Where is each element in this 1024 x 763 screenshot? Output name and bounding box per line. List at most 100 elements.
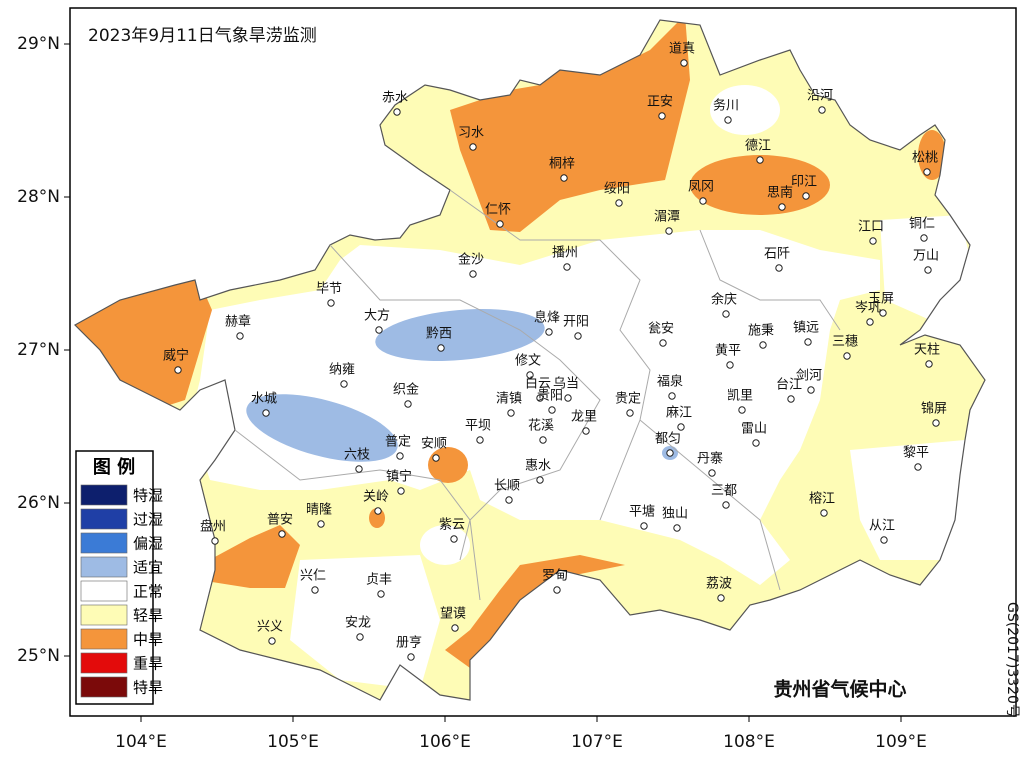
city-label: 福泉 xyxy=(657,374,683,390)
city-marker xyxy=(802,192,810,200)
zone-moderate xyxy=(690,155,830,215)
legend-swatch xyxy=(80,652,128,674)
city-label: 施秉 xyxy=(748,323,774,339)
city-label: 威宁 xyxy=(163,348,189,364)
city-marker xyxy=(278,530,286,538)
city-marker xyxy=(469,143,477,151)
city-marker xyxy=(722,501,730,509)
city-marker xyxy=(640,522,648,530)
city-marker xyxy=(563,263,571,271)
city-marker xyxy=(375,326,383,334)
city-label: 纳雍 xyxy=(329,362,355,378)
legend-title: 图 例 xyxy=(93,456,135,478)
city-marker xyxy=(548,406,556,414)
zone-normal xyxy=(850,440,965,560)
city-marker xyxy=(866,318,874,326)
city-label: 剑河 xyxy=(796,368,822,384)
city-marker xyxy=(843,352,851,360)
y-tick-label: 25°N xyxy=(17,646,60,666)
city-marker xyxy=(268,637,276,645)
boundary xyxy=(329,244,601,601)
city-label: 岑巩 xyxy=(855,301,881,316)
city-marker xyxy=(615,199,623,207)
zone-normal xyxy=(190,230,880,585)
city-marker xyxy=(717,594,725,602)
city-label: 紫云 xyxy=(439,518,465,533)
city-label: 天柱 xyxy=(914,343,940,358)
city-label: 赫章 xyxy=(225,314,251,330)
legend-swatch xyxy=(80,628,128,650)
legend-swatch xyxy=(80,484,128,506)
city-label: 播州 xyxy=(552,246,578,261)
city-marker xyxy=(659,339,667,347)
city-label: 麻江 xyxy=(666,406,692,421)
city-label: 凤冈 xyxy=(688,180,714,195)
city-label: 安顺 xyxy=(421,437,447,452)
legend-label: 重旱 xyxy=(133,655,163,673)
zone-moderate xyxy=(918,130,946,180)
city-label: 水城 xyxy=(251,392,277,407)
city-label: 金沙 xyxy=(458,252,484,268)
legend-label: 中旱 xyxy=(133,631,163,649)
city-marker xyxy=(680,59,688,67)
legend-label: 正常 xyxy=(133,583,163,601)
city-label: 雷山 xyxy=(741,422,767,437)
city-marker xyxy=(574,332,582,340)
boundary xyxy=(449,189,651,521)
city-marker xyxy=(869,237,877,245)
city-label: 松桃 xyxy=(912,151,938,166)
zone-moderate xyxy=(450,20,690,232)
city-label: 安龙 xyxy=(345,616,371,631)
legend-label: 轻旱 xyxy=(133,607,163,625)
city-label: 乌当 xyxy=(553,376,579,392)
city-label: 贞丰 xyxy=(366,573,392,588)
city-marker xyxy=(726,361,734,369)
city-marker xyxy=(496,220,504,228)
city-label: 沿河 xyxy=(807,89,833,104)
boundary xyxy=(639,419,781,591)
city-marker xyxy=(407,653,415,661)
city-marker xyxy=(355,465,363,473)
city-marker xyxy=(665,227,673,235)
city-label: 长顺 xyxy=(494,479,520,494)
city-marker xyxy=(539,436,547,444)
legend-swatch xyxy=(80,676,128,698)
map-title: 2023年9月11日气象旱涝监测 xyxy=(88,26,317,46)
city-marker xyxy=(317,520,325,528)
city-marker xyxy=(778,203,786,211)
city-marker xyxy=(526,371,534,379)
city-label: 罗甸 xyxy=(542,569,568,584)
zone-moderate xyxy=(75,278,212,408)
y-tick-label: 26°N xyxy=(17,493,60,513)
credit: 贵州省气候中心 xyxy=(773,678,906,701)
zone-normal xyxy=(420,525,470,565)
city-label: 榕江 xyxy=(809,492,835,507)
city-label: 清镇 xyxy=(496,392,522,407)
city-marker xyxy=(236,332,244,340)
city-marker xyxy=(340,380,348,388)
city-marker xyxy=(582,427,590,435)
city-marker xyxy=(880,536,888,544)
zone-suitable xyxy=(375,309,545,361)
city-marker xyxy=(377,590,385,598)
city-label: 丹寨 xyxy=(697,451,723,467)
y-tick-label: 28°N xyxy=(17,187,60,207)
city-marker xyxy=(807,386,815,394)
city-marker xyxy=(724,116,732,124)
city-label: 凯里 xyxy=(727,389,753,404)
city-label: 开阳 xyxy=(563,315,589,330)
city-marker xyxy=(432,454,440,462)
zone-normal xyxy=(290,555,440,690)
legend-swatch xyxy=(80,604,128,626)
city-marker xyxy=(677,423,685,431)
city-label: 毕节 xyxy=(316,282,342,297)
city-label: 望谟 xyxy=(440,606,466,622)
city-marker xyxy=(932,419,940,427)
city-label: 镇宁 xyxy=(386,469,412,485)
city-marker xyxy=(536,476,544,484)
city-marker xyxy=(397,487,405,495)
city-label: 修文 xyxy=(515,354,541,369)
city-label: 道真 xyxy=(669,42,695,57)
city-label: 织金 xyxy=(393,382,419,398)
